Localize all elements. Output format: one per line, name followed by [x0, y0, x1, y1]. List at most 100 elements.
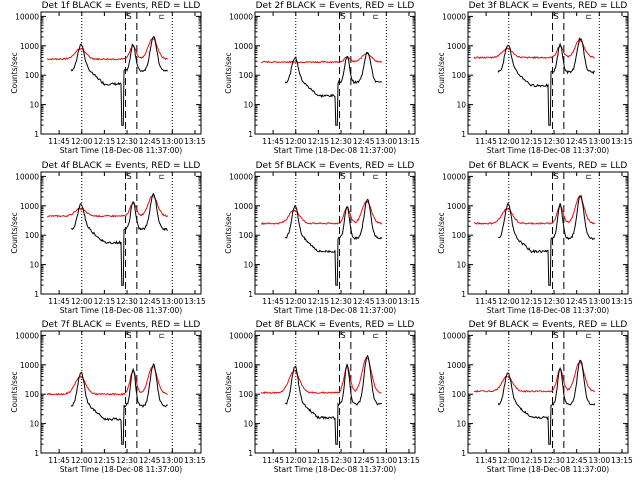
plot-frame	[254, 330, 416, 454]
y-axis-label: Counts/sec	[224, 212, 233, 253]
panel-title: Det 1f BLACK = Events, RED = LLD	[42, 1, 201, 11]
x-tick-label: 13:00	[162, 297, 184, 306]
events-series-line	[70, 363, 168, 445]
x-tick-label: 12:15	[308, 297, 330, 306]
x-tick-label: 12:00	[285, 137, 307, 146]
x-tick-label: 12:15	[521, 297, 543, 306]
plot-frame	[254, 171, 416, 295]
x-tick-label: 12:30	[543, 456, 565, 465]
x-tick-label: 12:00	[71, 456, 93, 465]
y-tick-label: 10000	[442, 172, 466, 181]
x-tick-label: 13:15	[398, 137, 420, 146]
x-tick-label: 13:00	[589, 297, 611, 306]
events-series-line	[497, 36, 596, 126]
panel-title: Det 7f BLACK = Events, RED = LLD	[42, 320, 201, 330]
plot-frame	[467, 11, 629, 135]
y-tick-label: 1000	[20, 361, 39, 370]
x-tick-label: 12:45	[566, 297, 588, 306]
x-tick-label: 11:45	[262, 297, 284, 306]
x-tick-label: 13:15	[611, 297, 633, 306]
y-axis-label: Counts/sec	[437, 52, 446, 93]
x-tick-label: 11:45	[48, 297, 70, 306]
plot-frame	[40, 330, 202, 454]
marker-label: S	[554, 12, 559, 21]
marker-label: S	[341, 172, 346, 181]
y-tick-label: 100	[25, 390, 40, 399]
x-tick-label: 12:30	[116, 456, 138, 465]
marker-label: ⊏	[586, 172, 592, 181]
plot-frame	[254, 11, 416, 135]
x-tick-label: 12:00	[71, 137, 93, 146]
y-tick-label: 10000	[15, 12, 39, 21]
x-tick-label: 11:45	[475, 137, 497, 146]
x-tick-label: 12:30	[116, 297, 138, 306]
y-tick-label: 100	[452, 231, 467, 240]
x-tick-label: 12:30	[330, 297, 352, 306]
plot-frame	[467, 330, 629, 454]
lld-series-line	[473, 38, 595, 60]
x-tick-label: 13:00	[162, 456, 184, 465]
marker-label: S	[341, 12, 346, 21]
y-tick-label: 1000	[20, 202, 39, 211]
y-tick-label: 10000	[229, 172, 253, 181]
events-series-line	[285, 354, 382, 445]
y-tick-label: 100	[452, 390, 467, 399]
marker-label: ⊏	[586, 12, 592, 21]
y-axis-label: Counts/sec	[10, 212, 19, 253]
marker-label: S	[341, 331, 346, 340]
marker-label: ⊏	[373, 331, 379, 340]
panel-title: Det 8f BLACK = Events, RED = LLD	[256, 320, 415, 330]
x-tick-label: 12:45	[353, 297, 375, 306]
lld-series-line	[46, 195, 169, 218]
x-tick-label: 13:00	[589, 137, 611, 146]
events-series-line	[498, 195, 596, 286]
x-tick-label: 12:15	[308, 137, 330, 146]
lld-series-line	[260, 52, 383, 64]
y-tick-label: 1	[461, 130, 466, 139]
x-tick-label: 12:15	[94, 456, 116, 465]
y-tick-label: 1000	[447, 361, 466, 370]
x-axis-label: Start Time (18-Dec-08 11:37:00)	[60, 465, 182, 474]
x-axis-label: Start Time (18-Dec-08 11:37:00)	[60, 146, 182, 155]
y-tick-label: 1	[34, 290, 39, 299]
y-axis-label: Counts/sec	[10, 52, 19, 93]
y-tick-label: 1000	[447, 202, 466, 211]
y-tick-label: 1	[461, 449, 466, 458]
x-tick-label: 12:00	[285, 297, 307, 306]
y-tick-label: 1	[248, 290, 253, 299]
panel-title: Det 6f BLACK = Events, RED = LLD	[469, 161, 628, 171]
y-tick-label: 10	[243, 101, 253, 110]
y-axis-label: Counts/sec	[437, 371, 446, 412]
y-tick-label: 10	[243, 261, 253, 270]
y-tick-label: 10000	[15, 172, 39, 181]
x-axis-label: Start Time (18-Dec-08 11:37:00)	[274, 306, 396, 315]
x-tick-label: 12:45	[139, 297, 161, 306]
x-tick-label: 12:45	[139, 456, 161, 465]
marker-label: ⊏	[373, 172, 379, 181]
x-tick-label: 12:00	[498, 297, 520, 306]
x-tick-label: 13:15	[398, 297, 420, 306]
y-tick-label: 1	[461, 290, 466, 299]
marker-label: S	[127, 172, 132, 181]
panel-title: Det 4f BLACK = Events, RED = LLD	[42, 161, 201, 171]
lld-series-line	[46, 37, 168, 61]
x-tick-label: 12:45	[566, 456, 588, 465]
x-tick-label: 13:15	[611, 137, 633, 146]
y-tick-label: 10	[456, 101, 466, 110]
y-tick-label: 1000	[234, 361, 253, 370]
marker-label: S	[127, 331, 132, 340]
y-tick-label: 10	[243, 420, 253, 429]
y-axis-label: Counts/sec	[224, 371, 233, 412]
x-axis-label: Start Time (18-Dec-08 11:37:00)	[487, 306, 609, 315]
lld-series-line	[46, 366, 168, 396]
x-tick-label: 12:00	[71, 297, 93, 306]
y-tick-label: 1	[248, 449, 253, 458]
plot-frame	[40, 171, 202, 295]
plot-frame	[40, 11, 202, 135]
